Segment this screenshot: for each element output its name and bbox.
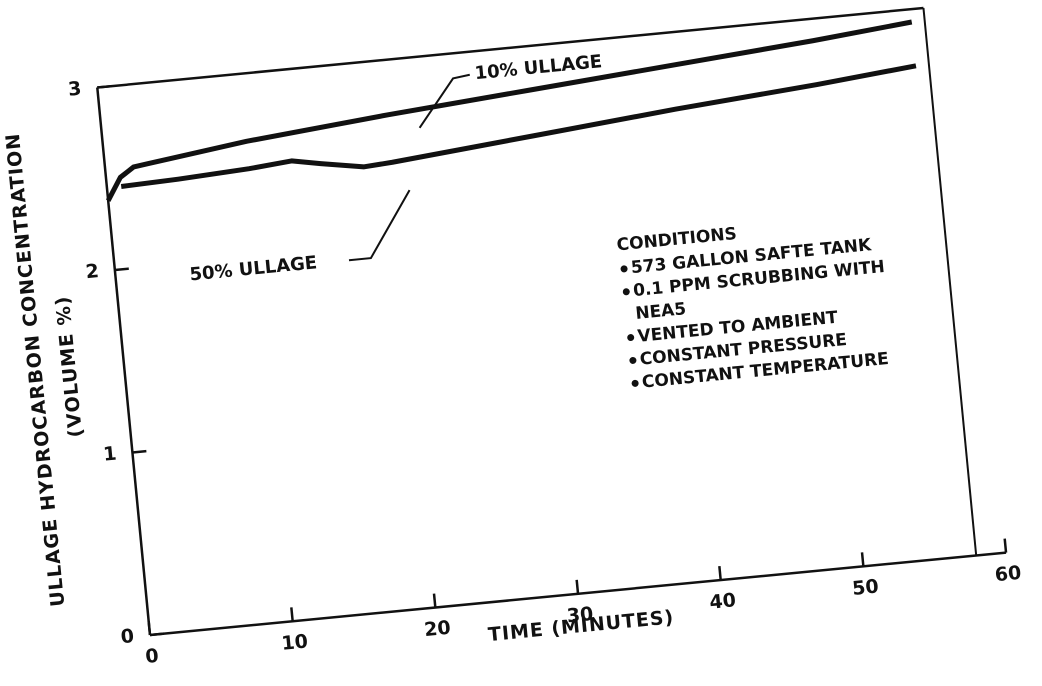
y-tick-label: 1 [102, 443, 117, 466]
x-tick [432, 593, 437, 608]
x-tick-label: 50 [851, 575, 879, 599]
x-tick-label: 10 [281, 630, 309, 654]
condition-item: NEA5 [635, 299, 688, 324]
x-tick-label: 20 [423, 617, 451, 641]
x-tick [1003, 538, 1008, 553]
bullet [620, 265, 628, 273]
frame-line [97, 6, 924, 89]
x-tick [147, 620, 152, 636]
y-tick-label: 2 [85, 260, 100, 283]
plot-area: TIME (MINUTES) ULLAGE HYDROCARBON CONCEN… [2, 6, 1022, 668]
annotation: 50% ULLAGE [189, 252, 318, 285]
y-tick [114, 267, 129, 272]
x-tick [718, 565, 722, 581]
bullet [627, 334, 635, 342]
axis-line [96, 87, 152, 636]
y-tick [149, 632, 165, 637]
y-tick-label: 0 [120, 625, 135, 648]
bullet [629, 356, 637, 364]
x-tick [575, 579, 580, 594]
leader [348, 189, 411, 262]
leader [418, 73, 470, 129]
y-tick [132, 449, 147, 454]
line-series [105, 19, 913, 202]
frame-line [922, 7, 978, 556]
bullet [622, 288, 630, 296]
x-tick-label: 60 [994, 562, 1022, 586]
x-tick-label: 30 [566, 603, 594, 627]
y-axis-label: (VOLUME %) [52, 295, 88, 439]
x-tick [860, 552, 865, 567]
bullet [631, 379, 639, 387]
x-tick-label: 40 [709, 589, 737, 613]
y-tick-label: 3 [67, 78, 82, 101]
x-tick-label: 0 [144, 645, 159, 668]
line-series [120, 63, 917, 190]
y-tick [97, 84, 112, 89]
x-tick [290, 607, 294, 622]
